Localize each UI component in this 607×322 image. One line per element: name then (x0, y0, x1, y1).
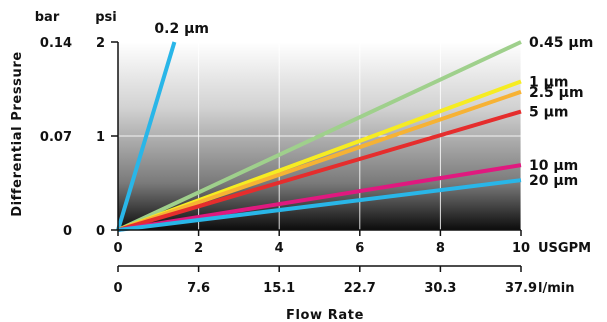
series-label-3: 2.5 µm (529, 85, 584, 101)
series-line-4 (117, 109, 522, 232)
series-line-3 (117, 89, 522, 232)
y-tick-label-psi: 2 (96, 36, 105, 51)
x-tick-label-lmin: 15.1 (263, 281, 295, 296)
x-tick-label-usgpm: 0 (113, 241, 122, 256)
y-tick-label-bar: 0 (63, 224, 72, 239)
series-label-2: 1 µm (529, 74, 569, 90)
axis-labels: 0010.0720.140027.6415.1622.7830.31037.90… (40, 21, 593, 296)
axes (111, 41, 522, 272)
x-secondary-unit: l/min (538, 281, 574, 296)
series-line-0 (116, 41, 177, 231)
series-label-5: 10 µm (529, 158, 578, 174)
x-tick-label-lmin: 37.9 (505, 281, 537, 296)
y-tick-label-bar: 0.07 (40, 130, 72, 145)
series-label-0: 0.2 µm (154, 21, 209, 37)
y-secondary-unit: bar (35, 10, 60, 25)
x-tick-label-usgpm: 2 (194, 241, 203, 256)
x-tick-label-usgpm: 10 (512, 241, 530, 256)
y-primary-unit: psi (95, 10, 117, 25)
series-label-6: 20 µm (529, 173, 578, 189)
series-line-5 (117, 163, 522, 232)
x-tick-label-lmin: 22.7 (344, 281, 376, 296)
y-tick-label-psi: 1 (96, 130, 105, 145)
x-tick-label-lmin: 7.6 (187, 281, 210, 296)
y-tick-label-bar: 0.14 (40, 36, 72, 51)
series-lines (116, 40, 522, 232)
series-label-4: 5 µm (529, 105, 569, 121)
x-tick-label-lmin: 30.3 (424, 281, 456, 296)
y-tick-label-psi: 0 (96, 224, 105, 239)
x-tick-label-lmin: 0 (113, 281, 122, 296)
series-label-1: 0.45 µm (529, 35, 593, 51)
series-line-1 (117, 40, 522, 232)
x-axis-title: Flow Rate (286, 308, 364, 322)
x-tick-label-usgpm: 8 (436, 241, 445, 256)
x-tick-label-usgpm: 4 (275, 241, 284, 256)
x-tick-label-usgpm: 6 (355, 241, 364, 256)
series-line-6 (117, 178, 522, 232)
x-primary-unit: USGPM (538, 241, 591, 256)
y-axis-title: Differential Pressure (10, 51, 25, 217)
